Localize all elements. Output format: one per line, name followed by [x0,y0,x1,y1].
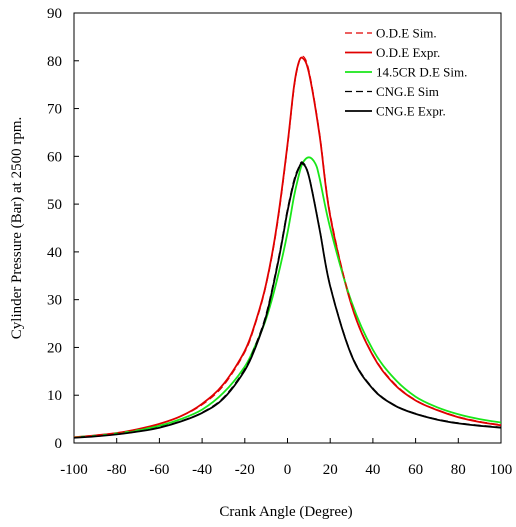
x-tick-label: 0 [284,462,292,478]
x-tick-label: 100 [490,462,513,478]
y-tick-label: 40 [47,245,62,261]
x-tick-label: 40 [365,462,380,478]
tick-layer: 0 10 20 30 40 50 60 70 80 90 -100 -80 -60 -40 -20 0 20 40… [47,6,512,478]
y-tick-label: 60 [47,149,62,165]
x-axis-label: Crank Angle (Degree) [219,504,352,520]
x-tick-label: 60 [408,462,423,478]
x-tick-label: -100 [60,462,88,478]
legend-label-o-d-e-sim: O.D.E Sim. [376,26,437,41]
x-tick-label: -20 [235,462,255,478]
y-axis-label: Cylinder Pressure (Bar) at 2500 rpm. [9,117,25,339]
y-tick-label: 0 [55,436,63,452]
series-line-14-5cr-d-e-sim [73,156,502,439]
y-tick-label: 10 [47,388,62,404]
x-tick-label: 20 [323,462,338,478]
series-line-cng-e-sim [73,161,502,439]
y-tick-label: 80 [47,54,62,70]
x-tick-label: -40 [192,462,212,478]
legend: O.D.E Sim. O.D.E Expr. 14.5CR D.E Sim. CNG.… [345,26,467,119]
y-tick-label: 70 [47,102,62,118]
y-tick-label: 90 [47,6,62,22]
y-tick-label: 30 [47,293,62,309]
legend-label-cng-e-expr: CNG.E Expr. [376,104,446,119]
y-tick-label: 50 [47,197,62,213]
legend-label-cng-e-sim: CNG.E Sim [376,84,439,99]
x-tick-label: -60 [149,462,169,478]
x-tick-label: 80 [451,462,466,478]
series-line-o-d-e-expr [73,56,502,439]
legend-label-14-5cr-d-e-sim: 14.5CR D.E Sim. [376,65,467,80]
series-line-cng-e-expr [73,162,502,439]
x-tick-label: -80 [107,462,127,478]
y-tick-label: 20 [47,340,62,356]
legend-label-o-d-e-expr: O.D.E Expr. [376,45,440,60]
